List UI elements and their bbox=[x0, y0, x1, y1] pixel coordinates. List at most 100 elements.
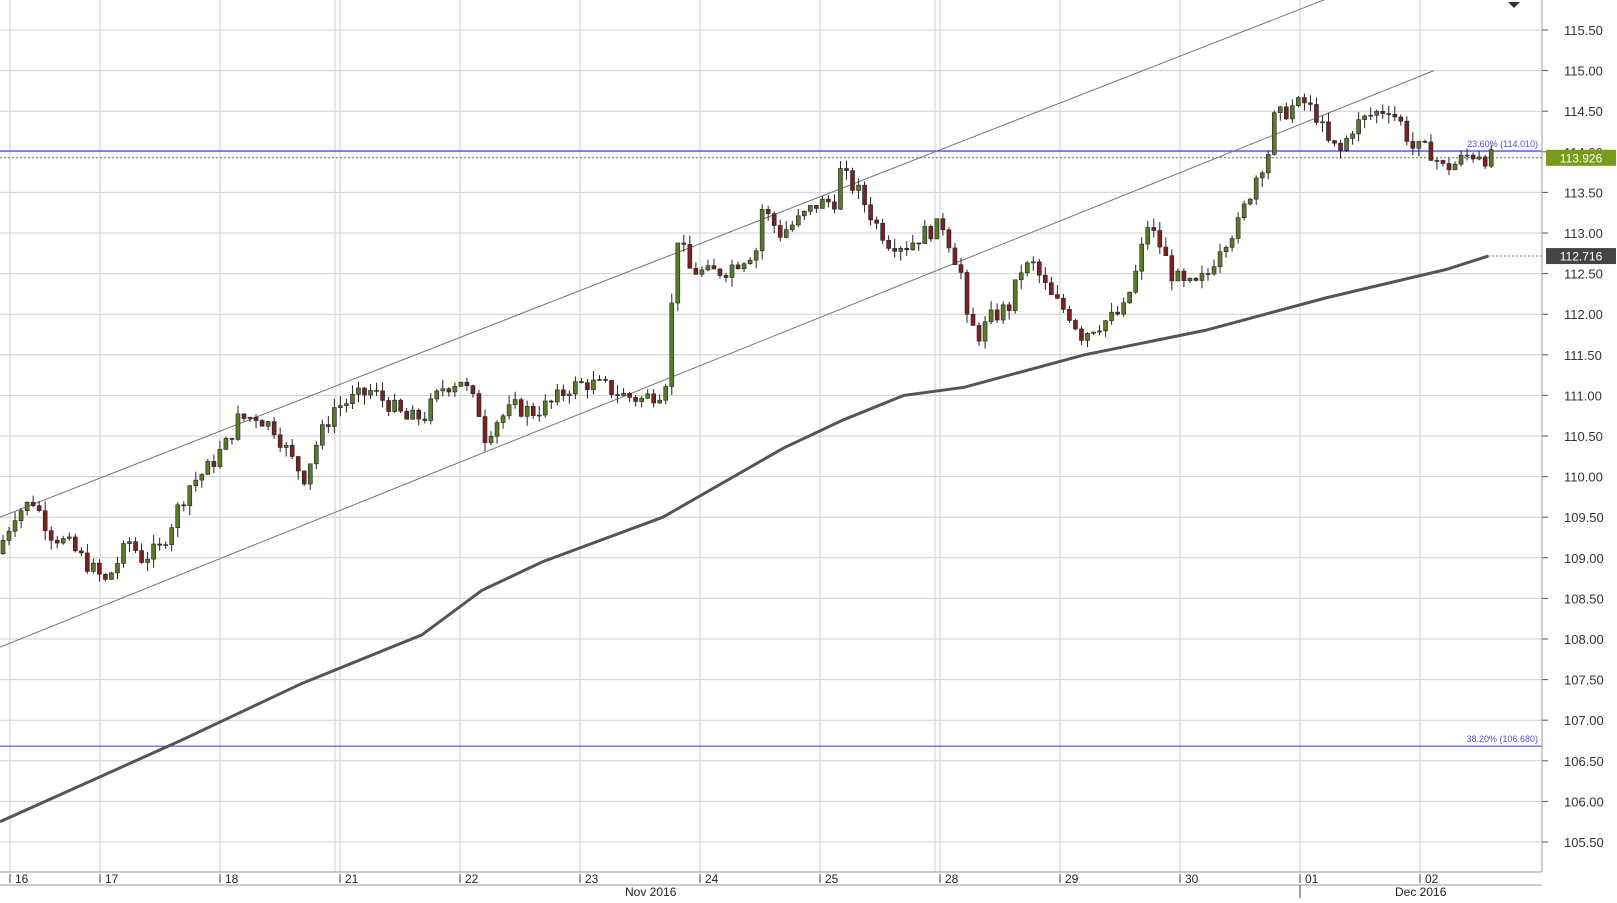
candle-up bbox=[127, 541, 132, 544]
candle-up bbox=[1139, 243, 1145, 272]
candle-up bbox=[573, 381, 578, 395]
candle-down bbox=[1446, 163, 1452, 171]
candle-up bbox=[639, 397, 644, 402]
candle-down bbox=[271, 421, 277, 436]
candle-up bbox=[1350, 133, 1355, 139]
candle-down bbox=[241, 413, 247, 419]
candle-down bbox=[681, 242, 687, 245]
candle-up bbox=[1127, 291, 1132, 304]
candle-down bbox=[1181, 270, 1187, 281]
candle-down bbox=[1302, 97, 1307, 104]
last-price-badge: 113.926 bbox=[1546, 149, 1616, 166]
candle-up bbox=[12, 520, 18, 532]
y-tick-label: 115.00 bbox=[1564, 64, 1603, 79]
candle-up bbox=[898, 248, 904, 252]
candle-down bbox=[1386, 113, 1392, 115]
candle-up bbox=[440, 388, 446, 392]
candle-up bbox=[1344, 138, 1349, 151]
candle-up bbox=[554, 389, 560, 403]
candle-down bbox=[627, 393, 632, 398]
candle-down bbox=[1422, 141, 1428, 143]
y-tick-label: 113.50 bbox=[1564, 185, 1603, 200]
candle-up bbox=[428, 398, 434, 421]
x-tick-label: 30 bbox=[1185, 872, 1199, 886]
candle-down bbox=[615, 394, 620, 396]
moving-average-layer bbox=[0, 254, 1542, 824]
candle-up bbox=[410, 409, 416, 420]
candle-up bbox=[1175, 270, 1181, 282]
candle-up bbox=[675, 242, 681, 304]
candle-down bbox=[157, 543, 162, 546]
candle-down bbox=[1193, 277, 1199, 281]
candle-down bbox=[1314, 104, 1319, 123]
x-tick-label: 29 bbox=[1065, 872, 1079, 886]
candle-down bbox=[482, 416, 488, 443]
candle-down bbox=[946, 229, 952, 249]
candle-down bbox=[1440, 160, 1446, 164]
candle-up bbox=[307, 463, 313, 485]
moving-average-line bbox=[0, 254, 1489, 824]
candle-down bbox=[952, 247, 958, 265]
candle-up bbox=[542, 400, 548, 416]
candle-up bbox=[789, 224, 795, 230]
candle-up bbox=[808, 205, 813, 212]
candle-down bbox=[994, 309, 1000, 321]
candle-up bbox=[1030, 261, 1036, 264]
candle-down bbox=[970, 313, 976, 326]
candle-up bbox=[175, 504, 181, 529]
candle-up bbox=[1085, 332, 1090, 341]
candle-up bbox=[1476, 156, 1482, 160]
candle-up bbox=[536, 414, 542, 417]
candle-down bbox=[181, 504, 187, 507]
y-tick-label: 110.00 bbox=[1564, 470, 1603, 485]
candle-down bbox=[422, 418, 428, 421]
candle-up bbox=[802, 211, 807, 217]
x-tick-label: 02 bbox=[1425, 872, 1439, 886]
candle-down bbox=[229, 437, 235, 440]
candle-up bbox=[91, 562, 96, 572]
candle-down bbox=[1049, 282, 1054, 295]
candle-down bbox=[633, 397, 638, 402]
candle-up bbox=[1000, 304, 1006, 321]
candle-down bbox=[301, 470, 307, 485]
last-price-badge-text: 113.926 bbox=[1560, 151, 1603, 165]
candle-up bbox=[392, 399, 397, 412]
month-label: Dec 2016 bbox=[1395, 885, 1447, 898]
candle-down bbox=[380, 390, 385, 401]
candle-up bbox=[567, 393, 572, 396]
candle-up bbox=[910, 242, 916, 251]
y-tick-label: 110.50 bbox=[1564, 429, 1603, 444]
candle-up bbox=[169, 527, 174, 545]
candle-up bbox=[597, 379, 602, 381]
candle-up bbox=[705, 265, 711, 271]
candle-up bbox=[645, 393, 650, 399]
candle-up bbox=[1241, 203, 1247, 219]
y-tick-label: 111.50 bbox=[1564, 348, 1602, 363]
candle-up bbox=[820, 198, 825, 209]
candles-layer bbox=[0, 93, 1494, 582]
ma-value-badge-box bbox=[1546, 248, 1616, 265]
candle-up bbox=[1271, 112, 1277, 155]
candle-down bbox=[603, 379, 608, 381]
candle-down bbox=[1205, 273, 1211, 275]
candle-up bbox=[1091, 331, 1096, 334]
y-tick-label: 106.00 bbox=[1564, 794, 1604, 809]
candle-down bbox=[476, 393, 482, 417]
candle-down bbox=[771, 213, 777, 226]
candle-up bbox=[6, 530, 12, 541]
candle-down bbox=[892, 248, 898, 252]
candle-up bbox=[988, 309, 994, 323]
candle-down bbox=[814, 205, 819, 209]
candle-up bbox=[458, 381, 464, 387]
candle-up bbox=[753, 250, 759, 261]
candle-up bbox=[205, 461, 211, 475]
candle-up bbox=[24, 501, 30, 511]
candle-down bbox=[880, 222, 885, 241]
candle-down bbox=[1410, 141, 1416, 149]
candle-down bbox=[735, 264, 741, 270]
candle-down bbox=[585, 382, 590, 390]
candle-down bbox=[862, 184, 867, 206]
candle-down bbox=[374, 390, 379, 392]
candle-up bbox=[1374, 111, 1379, 116]
